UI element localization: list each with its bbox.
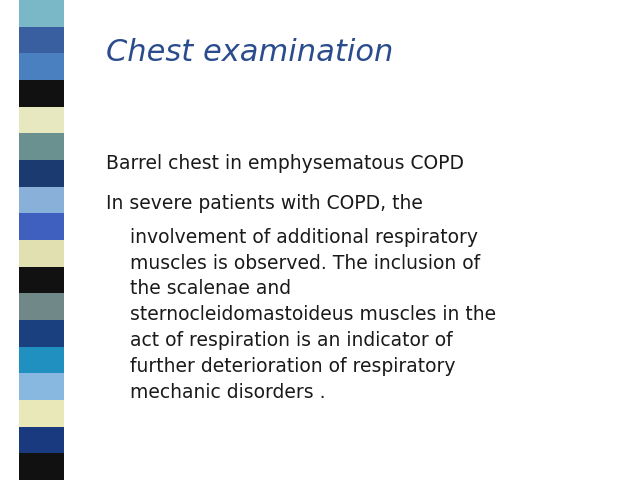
Bar <box>19 240 64 267</box>
Bar <box>19 53 64 80</box>
Bar <box>19 320 64 347</box>
Bar <box>19 400 64 427</box>
Bar <box>19 27 64 53</box>
Bar <box>19 213 64 240</box>
Bar <box>19 267 64 293</box>
Bar <box>19 107 64 133</box>
Bar <box>19 453 64 480</box>
Bar <box>19 160 64 187</box>
Bar <box>19 80 64 107</box>
Bar <box>19 187 64 213</box>
Text: Chest examination: Chest examination <box>106 38 394 67</box>
Bar <box>19 293 64 320</box>
Bar <box>19 373 64 400</box>
Bar <box>19 347 64 373</box>
Bar <box>19 427 64 453</box>
Text: In severe patients with COPD, the: In severe patients with COPD, the <box>106 194 423 214</box>
Text: Barrel chest in emphysematous COPD: Barrel chest in emphysematous COPD <box>106 154 464 173</box>
Bar <box>19 0 64 27</box>
Bar <box>19 133 64 160</box>
Text: involvement of additional respiratory
    muscles is observed. The inclusion of
: involvement of additional respiratory mu… <box>106 228 496 401</box>
